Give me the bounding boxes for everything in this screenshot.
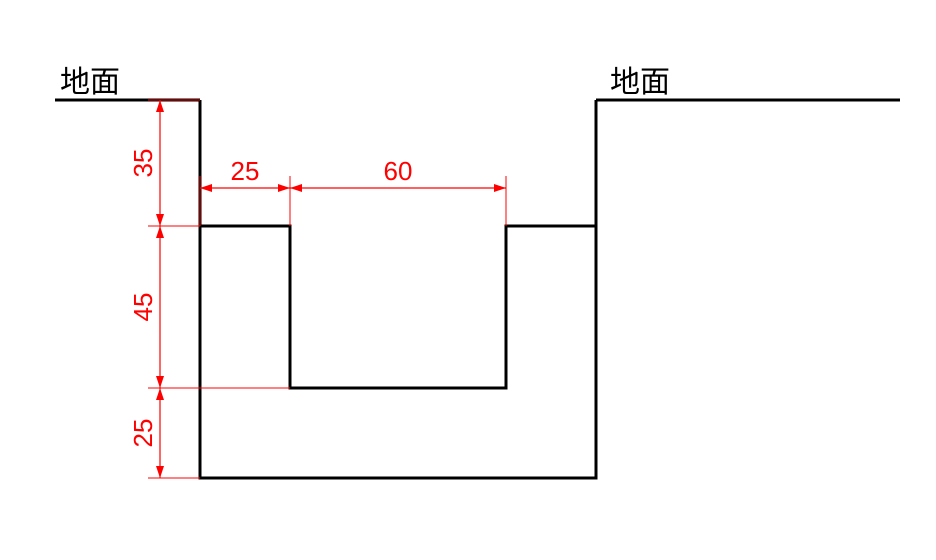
dim-value: 25 [128, 419, 158, 448]
dim-value: 35 [128, 149, 158, 178]
dim-arrow [156, 376, 164, 388]
dim-arrow [278, 184, 290, 192]
dim-arrow [156, 214, 164, 226]
technical-diagram: 35 45 25 25 60 地面 地面 [0, 0, 936, 560]
ground-label-left: 地面 [60, 66, 120, 99]
dim-value: 60 [384, 156, 413, 186]
dim-arrow [494, 184, 506, 192]
ground-label-right: 地面 [610, 66, 670, 99]
dim-arrow [156, 388, 164, 400]
dim-arrow [156, 466, 164, 478]
dim-value: 45 [128, 293, 158, 322]
inner-box-outline [200, 226, 596, 388]
dim-arrow [156, 226, 164, 238]
dim-arrow [156, 100, 164, 112]
dim-arrow [200, 184, 212, 192]
dimension-layer: 35 45 25 25 60 [128, 100, 506, 478]
label-layer: 地面 地面 [60, 66, 670, 99]
dim-value: 25 [231, 156, 260, 186]
outline-layer [55, 100, 900, 478]
dim-arrow [290, 184, 302, 192]
